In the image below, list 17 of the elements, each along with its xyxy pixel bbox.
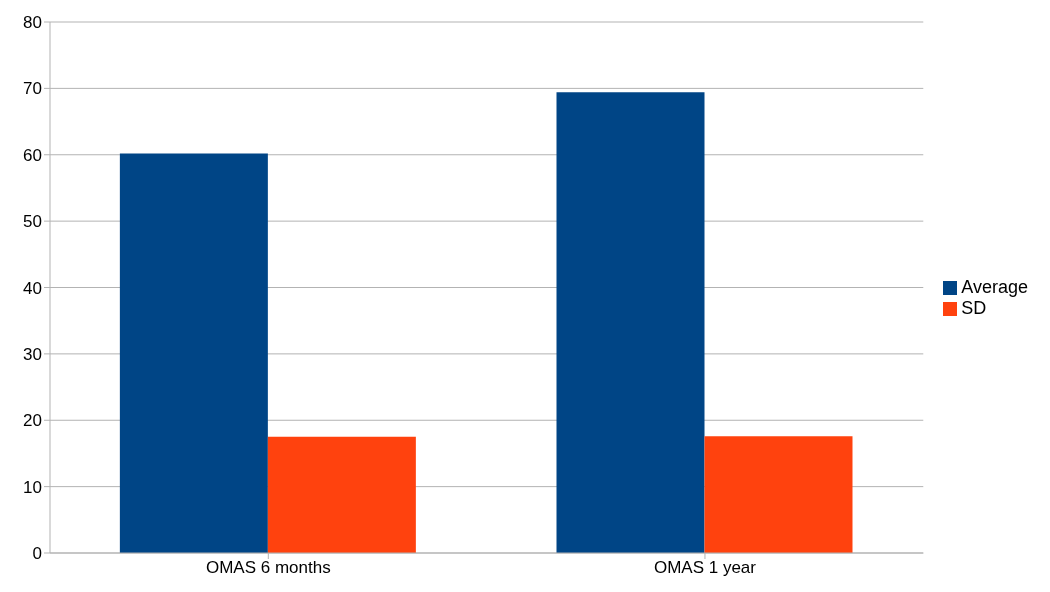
y-tick-label: 0 (32, 544, 42, 564)
bar (704, 436, 853, 553)
y-tick-label: 20 (23, 411, 42, 431)
legend-label: Average (961, 277, 1028, 297)
y-tick-label: 50 (23, 212, 42, 232)
y-tick-label: 30 (23, 344, 42, 364)
y-tick-label: 10 (23, 477, 42, 497)
x-tick-label: OMAS 6 months (205, 558, 331, 578)
y-tick-label: 70 (23, 79, 42, 99)
bar (267, 436, 416, 553)
bar (556, 92, 705, 553)
x-tick-label: OMAS 1 year (653, 558, 757, 578)
y-tick-label: 80 (23, 13, 42, 33)
legend-label: SD (961, 298, 987, 318)
bar (119, 153, 268, 553)
y-tick-label: 40 (23, 278, 42, 298)
y-tick-label: 60 (23, 145, 42, 165)
